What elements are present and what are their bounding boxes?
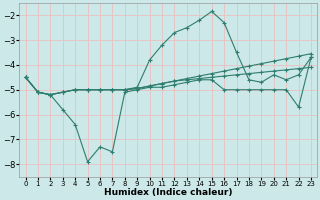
X-axis label: Humidex (Indice chaleur): Humidex (Indice chaleur) xyxy=(104,188,233,197)
